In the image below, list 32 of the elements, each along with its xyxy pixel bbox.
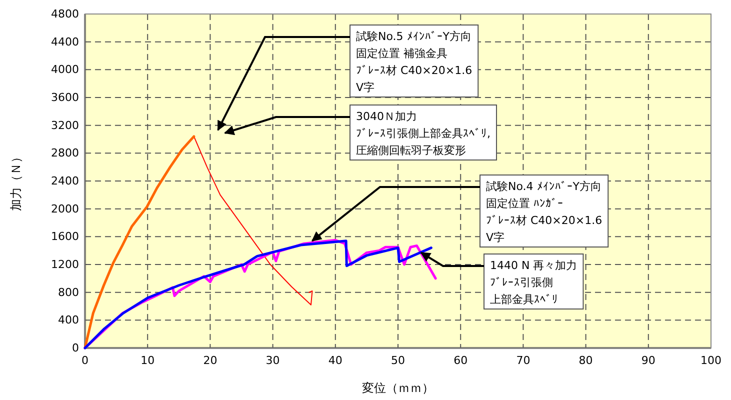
y-tick-label: 400 xyxy=(58,314,79,327)
y-tick-label: 1600 xyxy=(51,230,79,244)
y-tick-label: 3600 xyxy=(51,91,79,104)
y-tick-label: 4000 xyxy=(51,63,79,76)
annotation: 試験No.4 ﾒｲﾝﾊﾞｰY方向固定位置 ﾊﾝｶﾞｰﾌﾞﾚｰｽ材 C40×20×1.6V字 xyxy=(486,180,602,244)
x-tick-label: 50 xyxy=(391,354,405,367)
x-tick-label: 20 xyxy=(203,354,218,367)
x-tick-label: 80 xyxy=(578,354,593,367)
x-tick-label: 70 xyxy=(516,354,530,367)
y-tick-label: 3200 xyxy=(51,118,79,132)
x-tick-label: 90 xyxy=(641,354,656,367)
line-series xyxy=(84,135,196,350)
y-tick-label: 4400 xyxy=(51,35,79,48)
x-tick-label: 100 xyxy=(700,354,722,367)
y-tick-label: 2800 xyxy=(51,146,79,160)
y-tick-label: 800 xyxy=(58,286,79,299)
annotation: 3040Ｎ加力ﾌﾞﾚｰｽ引張側上部金具ｽﾍﾞﾘ,圧縮側回転羽子板変形 xyxy=(356,110,490,157)
annotation: 1440 N 再々加力ﾌﾞﾚｰｽ引張側上部金具ｽﾍﾞﾘ xyxy=(490,259,578,306)
annotation: 試験No.5 ﾒｲﾝﾊﾞｰY方向固定位置 補強金具ﾌﾞﾚｰｽ材 C40×20×1.6V字 xyxy=(356,30,472,94)
x-tick-label: 10 xyxy=(140,354,155,367)
x-tick-label: 40 xyxy=(328,354,342,367)
y-tick-label: 1200 xyxy=(51,258,79,272)
y-tick-label: 0 xyxy=(72,342,79,355)
line-series xyxy=(193,136,313,306)
y-axis-title: 加力（Ｎ） xyxy=(9,151,23,211)
y-tick-label: 4800 xyxy=(51,8,79,21)
x-tick-label: 30 xyxy=(266,354,280,367)
x-tick-label: 60 xyxy=(454,354,468,367)
y-tick-label: 2000 xyxy=(51,202,79,216)
x-tick-label: 0 xyxy=(82,354,88,367)
y-tick-label: 2400 xyxy=(51,174,79,188)
x-axis-title: 変位（ｍｍ） xyxy=(362,381,434,395)
